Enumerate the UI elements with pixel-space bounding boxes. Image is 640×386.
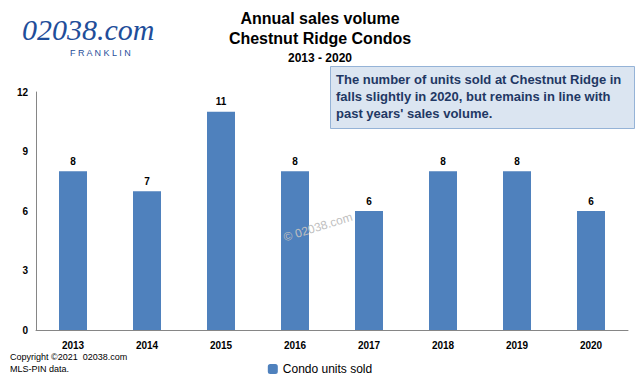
svg-text:11: 11: [216, 96, 227, 107]
svg-text:7: 7: [144, 176, 150, 187]
svg-text:8: 8: [70, 156, 76, 167]
svg-text:8: 8: [440, 156, 446, 167]
svg-text:6: 6: [22, 206, 28, 217]
svg-text:2016: 2016: [284, 340, 307, 351]
svg-text:Copyright ©2021 02038.com: Copyright ©2021 02038.com: [10, 352, 127, 362]
svg-text:2018: 2018: [432, 340, 455, 351]
svg-text:© 02038.com: © 02038.com: [282, 210, 354, 245]
svg-text:12: 12: [17, 87, 29, 98]
svg-text:2020: 2020: [580, 340, 603, 351]
svg-text:2013: 2013: [62, 340, 85, 351]
svg-text:The number of units sold at Ch: The number of units sold at Chestnut Rid…: [336, 72, 625, 87]
svg-text:Chestnut Ridge Condos: Chestnut Ridge Condos: [229, 30, 411, 47]
svg-text:6: 6: [588, 196, 594, 207]
svg-text:MLS-PIN data.: MLS-PIN data.: [10, 364, 69, 374]
svg-text:Condo units sold: Condo units sold: [283, 362, 372, 376]
svg-text:past years' sales volume.: past years' sales volume.: [336, 106, 492, 121]
svg-text:3: 3: [22, 265, 28, 276]
svg-text:02038.com: 02038.com: [22, 13, 154, 46]
svg-text:Annual sales volume: Annual sales volume: [240, 10, 399, 27]
svg-text:2019: 2019: [506, 340, 529, 351]
svg-text:F R A N K L I N: F R A N K L I N: [70, 48, 131, 58]
svg-text:falls slightly in 2020, but re: falls slightly in 2020, but remains in l…: [336, 89, 614, 104]
svg-text:2015: 2015: [210, 340, 233, 351]
svg-text:2013 - 2020: 2013 - 2020: [288, 51, 352, 65]
svg-text:2017: 2017: [358, 340, 381, 351]
svg-text:9: 9: [22, 146, 28, 157]
svg-text:6: 6: [366, 196, 372, 207]
svg-text:8: 8: [292, 156, 298, 167]
svg-text:0: 0: [22, 325, 28, 336]
svg-text:2014: 2014: [136, 340, 159, 351]
svg-text:8: 8: [514, 156, 520, 167]
